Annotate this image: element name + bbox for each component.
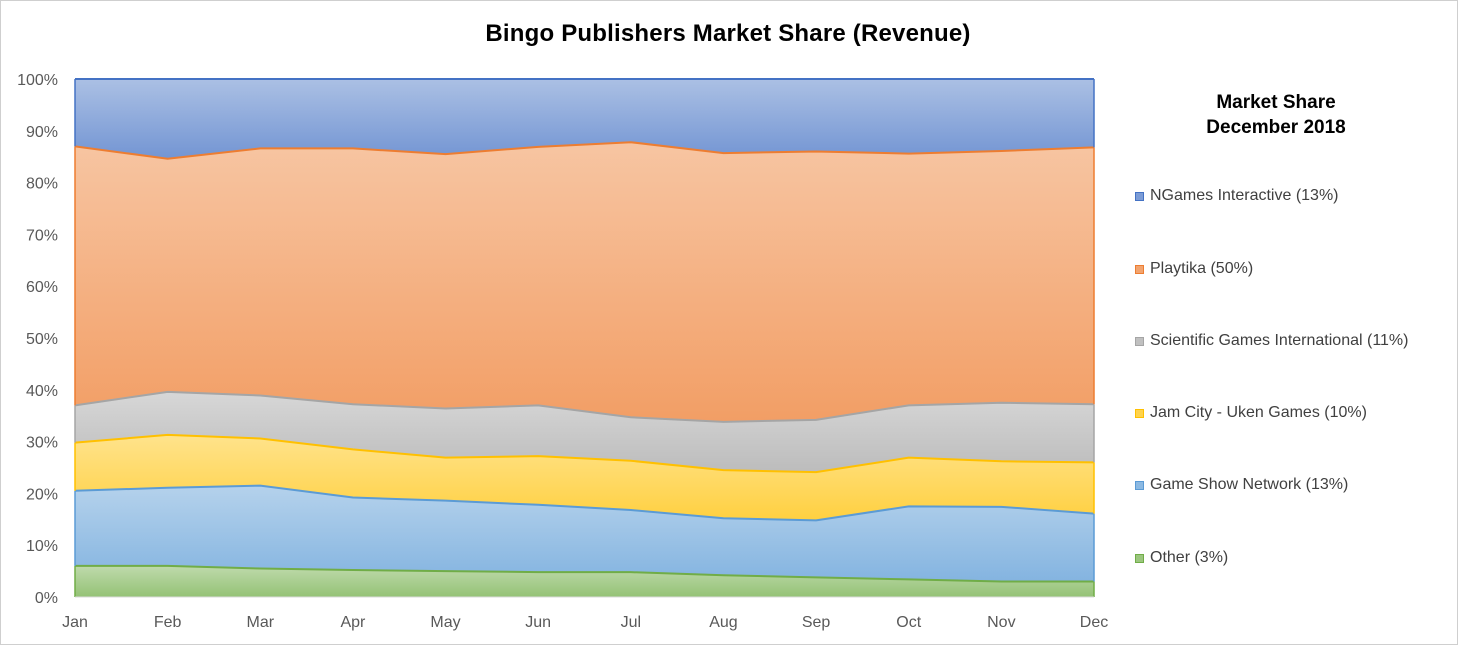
area-jam-city-uken-games <box>75 434 1094 521</box>
legend-title: Market Share December 2018 <box>1170 90 1382 140</box>
legend-swatch <box>1135 336 1144 346</box>
line-playtika <box>74 141 1095 160</box>
area-ngames-interactive <box>75 79 1094 159</box>
area-other <box>75 565 1094 597</box>
y-tick-label: 0% <box>35 590 58 607</box>
area-game-show-network <box>75 485 1094 582</box>
legend-item: Scientific Games International (11%) <box>1135 331 1408 351</box>
legend-label: Scientific Games International (11%) <box>1150 332 1409 349</box>
x-tick-label: Mar <box>246 614 274 631</box>
legend-swatch <box>1135 480 1144 490</box>
area-playtika <box>75 142 1094 422</box>
legend-label: Other (3%) <box>1150 549 1229 566</box>
line-other <box>75 564 1094 583</box>
line-jam-city-uken-games <box>74 433 1095 474</box>
y-tick-label: 50% <box>26 331 58 348</box>
legend-swatch <box>1135 553 1144 563</box>
legend-item: NGames Interactive (13%) <box>1135 186 1339 206</box>
y-tick-label: 100% <box>17 72 58 89</box>
x-tick-label: Aug <box>709 614 737 631</box>
y-tick-label: 70% <box>26 227 58 244</box>
x-tick-label: Oct <box>896 614 921 631</box>
legend-swatch <box>1135 408 1144 418</box>
legend-swatch <box>1135 191 1144 201</box>
line-game-show-network <box>74 484 1095 522</box>
y-tick-label: 60% <box>26 279 58 296</box>
legend-item: Playtika (50%) <box>1135 259 1253 279</box>
legend-title-line-2: December 2018 <box>1206 117 1346 138</box>
legend-label: NGames Interactive (13%) <box>1150 187 1339 204</box>
legend-item: Game Show Network (13%) <box>1135 475 1348 495</box>
y-tick-label: 30% <box>26 435 58 452</box>
y-tick-label: 90% <box>26 124 58 141</box>
legend-item: Jam City - Uken Games (10%) <box>1135 403 1367 423</box>
y-tick-label: 40% <box>26 383 58 400</box>
x-tick-label: May <box>430 614 460 631</box>
legend-swatch <box>1135 264 1144 274</box>
chart-title: Bingo Publishers Market Share (Revenue) <box>485 20 971 47</box>
x-tick-label: Feb <box>154 614 182 631</box>
legend-label: Jam City - Uken Games (10%) <box>1150 404 1367 421</box>
area-scientific-games-international <box>75 391 1094 473</box>
x-tick-label: Nov <box>987 614 1015 631</box>
x-tick-label: Sep <box>802 614 831 631</box>
legend-title-line-1: Market Share <box>1216 92 1336 113</box>
x-tick-label: Jul <box>621 614 641 631</box>
x-tick-label: Dec <box>1080 614 1108 631</box>
y-tick-label: 10% <box>26 538 58 555</box>
line-scientific-games-international <box>74 390 1095 423</box>
y-tick-label: 80% <box>26 176 58 193</box>
x-tick-label: Jun <box>525 614 551 631</box>
x-tick-label: Jan <box>62 614 88 631</box>
y-tick-label: 20% <box>26 486 58 503</box>
x-tick-label: Apr <box>340 614 366 631</box>
legend-label: Game Show Network (13%) <box>1150 476 1349 493</box>
legend-item: Other (3%) <box>1135 548 1228 568</box>
legend-label: Playtika (50%) <box>1150 260 1254 277</box>
